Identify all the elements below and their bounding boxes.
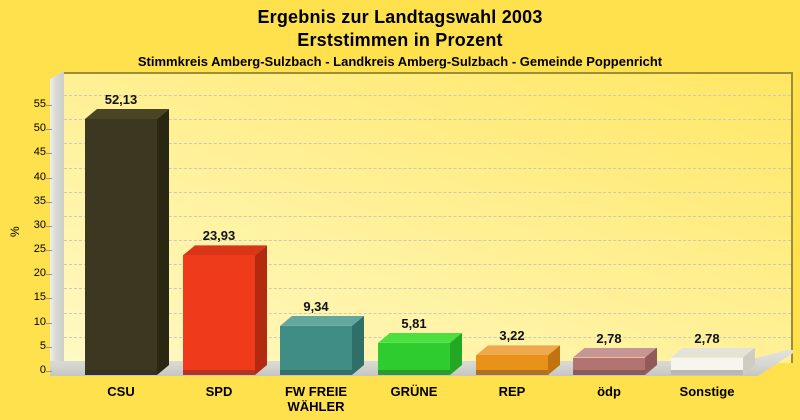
bar-base-shadow xyxy=(183,369,255,375)
gridline-30 xyxy=(64,215,791,217)
category-label-rep: REP xyxy=(498,384,526,399)
bar-value-label-spd: 23,93 xyxy=(202,228,236,244)
bar-side-face xyxy=(157,109,169,375)
bar-front-face xyxy=(85,119,157,375)
y-tick-mark-50 xyxy=(46,129,52,131)
y-tick-label-45: 45 xyxy=(33,146,46,159)
y-tick-mark-30 xyxy=(46,225,52,227)
y-tick-mark-35 xyxy=(46,201,52,203)
y-tick-label-40: 40 xyxy=(33,170,46,183)
y-tick-label-0: 0 xyxy=(39,364,46,376)
bar-value-label-ödp: 2,78 xyxy=(596,330,622,346)
y-tick-mark-55 xyxy=(46,105,52,107)
bar-sonstige xyxy=(671,347,755,375)
bar-base-shadow xyxy=(378,369,450,375)
bar-side-face xyxy=(255,245,267,375)
gridline-45 xyxy=(64,143,791,145)
bar-base-shadow xyxy=(671,369,743,375)
category-label-csu: CSU xyxy=(107,384,135,399)
category-label-ödp: ödp xyxy=(597,384,621,399)
bar-side-face xyxy=(352,315,364,375)
category-label-sonstige: Sonstige xyxy=(679,384,735,399)
bar-top-face xyxy=(476,345,560,356)
y-tick-mark-25 xyxy=(46,250,52,252)
bar-front-face xyxy=(573,357,645,375)
y-tick-mark-45 xyxy=(46,153,52,155)
bar-top-face xyxy=(85,109,169,119)
bar-front-face xyxy=(280,325,352,375)
y-tick-label-15: 15 xyxy=(33,291,46,304)
bar-value-label-grüne: 5,81 xyxy=(401,315,427,331)
y-tick-label-10: 10 xyxy=(33,315,46,328)
y-tick-mark-0 xyxy=(46,371,52,372)
y-tick-label-30: 30 xyxy=(33,218,46,231)
chart-subtitle: Stimmkreis Amberg-Sulzbach - Landkreis A… xyxy=(137,54,663,69)
gridline-50 xyxy=(64,119,791,121)
y-tick-label-35: 35 xyxy=(33,194,46,207)
bar-value-label-csu: 52,13 xyxy=(104,92,138,107)
bar-rep xyxy=(476,345,560,375)
bar-base-shadow xyxy=(573,369,645,375)
gridline-40 xyxy=(64,167,791,169)
bar-value-label-rep: 3,22 xyxy=(499,328,525,344)
category-label-grüne: GRÜNE xyxy=(390,384,438,399)
y-tick-mark-15 xyxy=(46,298,52,300)
bar-front-face xyxy=(671,357,743,375)
bar-front-face xyxy=(378,342,450,375)
y-tick-mark-10 xyxy=(46,322,52,324)
gridline-35 xyxy=(64,191,791,193)
bar-value-label-sonstige: 2,78 xyxy=(694,330,720,346)
y-tick-label-5: 5 xyxy=(39,339,46,352)
y-axis-label: % xyxy=(8,226,22,237)
bar-base-shadow xyxy=(280,369,352,375)
bar-grüne xyxy=(378,332,462,375)
gridline-10 xyxy=(64,312,791,314)
gridline-20 xyxy=(64,264,791,266)
bar-front-face xyxy=(476,355,548,375)
bar-front-face xyxy=(183,255,255,375)
y-tick-mark-5 xyxy=(46,346,52,348)
bar-top-face xyxy=(183,245,267,256)
y-tick-mark-20 xyxy=(46,274,52,276)
bar-top-face xyxy=(378,332,462,343)
chart-title-line1: Ergebnis zur Landtagswahl 2003 xyxy=(257,7,543,27)
chart-title-line2: Erststimmen in Prozent xyxy=(297,30,503,50)
bar-top-face xyxy=(671,347,755,358)
bar-ödp xyxy=(573,347,657,375)
y-tick-label-25: 25 xyxy=(33,243,46,256)
category-label-spd: SPD xyxy=(205,384,233,399)
y-tick-label-20: 20 xyxy=(33,267,46,280)
gridline-15 xyxy=(64,288,791,290)
bar-fw-freie-wähler xyxy=(280,315,364,375)
y-axis-wall-3d xyxy=(50,71,64,376)
bar-top-face xyxy=(573,347,657,358)
bar-top-face xyxy=(280,315,364,326)
bar-base-shadow xyxy=(85,369,157,375)
y-tick-mark-40 xyxy=(46,177,52,179)
bar-value-label-fw-freie-wähler: 9,34 xyxy=(303,298,329,314)
gridline-55 xyxy=(64,95,791,97)
y-tick-label-50: 50 xyxy=(33,122,46,135)
bar-csu xyxy=(85,109,169,375)
bar-spd xyxy=(183,245,267,375)
bar-base-shadow xyxy=(476,369,548,375)
bar-side-face xyxy=(450,332,462,375)
y-tick-label-55: 55 xyxy=(33,98,46,111)
category-label-fw-freie-wähler: FW FREIE WÄHLER xyxy=(284,384,348,414)
gridline-25 xyxy=(64,240,791,242)
